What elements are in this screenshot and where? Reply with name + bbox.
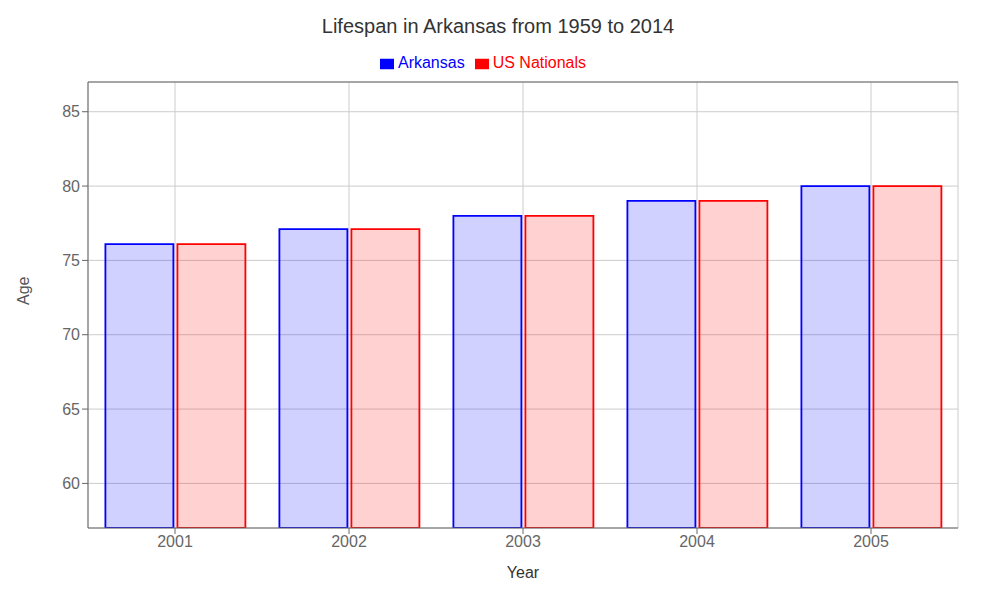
svg-text:65: 65 (62, 401, 80, 418)
svg-text:85: 85 (62, 103, 80, 120)
html-text:Arkansas: Arkansas (398, 54, 465, 71)
svg-text:70: 70 (62, 326, 80, 343)
svg-text:80: 80 (62, 178, 80, 195)
svg-text:75: 75 (62, 252, 80, 269)
svg-text:2003: 2003 (505, 533, 541, 550)
html-text:Lifespan in Arkansas from 1959: Lifespan in Arkansas from 1959 to 2014 (321, 15, 675, 37)
svg-text:60: 60 (62, 475, 80, 492)
html-text:US Nationals: US Nationals (492, 54, 586, 71)
svg-text:2005: 2005 (853, 533, 889, 550)
svg-text:Age: Age (15, 276, 32, 305)
svg-text:Year: Year (507, 564, 540, 581)
svg-text:2002: 2002 (331, 533, 367, 550)
svg-text:2001: 2001 (157, 533, 193, 550)
svg-text:2004: 2004 (679, 533, 715, 550)
